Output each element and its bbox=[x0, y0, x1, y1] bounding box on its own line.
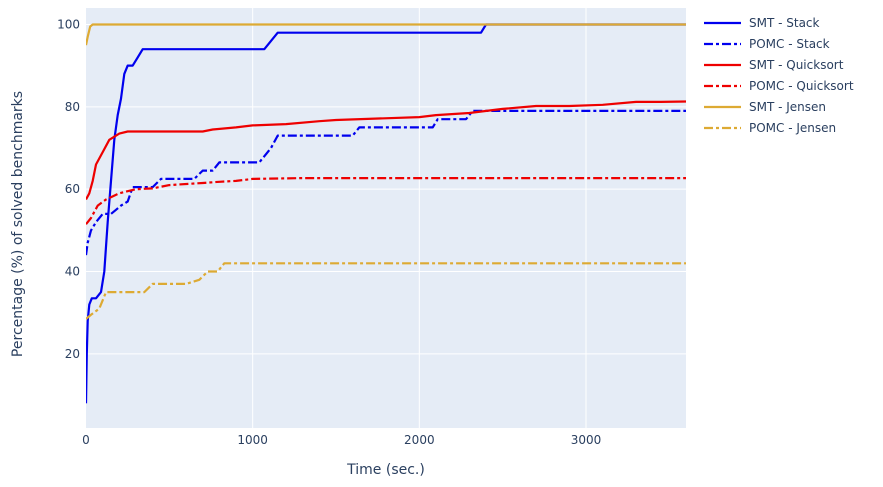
grid-lines bbox=[86, 8, 686, 428]
y-axis-ticks: 20 40 60 80 100 bbox=[57, 17, 80, 360]
y-tick-label: 40 bbox=[65, 265, 80, 279]
legend-item[interactable]: POMC - Stack bbox=[704, 37, 830, 51]
plot-area bbox=[86, 8, 686, 428]
series-line-pomc-quicksort bbox=[86, 177, 686, 225]
legend-label: POMC - Jensen bbox=[749, 121, 836, 135]
x-tick-label: 1000 bbox=[237, 433, 268, 447]
legend-label: SMT - Stack bbox=[749, 16, 820, 30]
x-tick-label: 0 bbox=[82, 433, 90, 447]
legend-item[interactable]: POMC - Jensen bbox=[704, 121, 836, 135]
legend[interactable]: SMT - Stack POMC - Stack SMT - Quicksort PO… bbox=[704, 16, 854, 135]
legend-label: POMC - Stack bbox=[749, 37, 830, 51]
x-axis-ticks: 0 1000 2000 3000 bbox=[82, 433, 601, 447]
x-tick-label: 3000 bbox=[571, 433, 602, 447]
y-tick-label: 60 bbox=[65, 182, 80, 196]
x-tick-label: 2000 bbox=[404, 433, 435, 447]
legend-label: SMT - Quicksort bbox=[749, 58, 844, 72]
series-lines bbox=[86, 23, 686, 404]
y-tick-label: 100 bbox=[57, 17, 80, 31]
series-line-pomc-stack bbox=[86, 109, 686, 256]
y-tick-label: 20 bbox=[65, 347, 80, 361]
legend-label: POMC - Quicksort bbox=[749, 79, 854, 93]
x-axis-title: Time (sec.) bbox=[346, 462, 425, 478]
series-line-pomc-jensen bbox=[86, 262, 686, 320]
y-tick-label: 80 bbox=[65, 100, 80, 114]
series-line-smt-stack bbox=[86, 23, 686, 404]
legend-item[interactable]: SMT - Quicksort bbox=[704, 58, 844, 72]
series-line-smt-quicksort bbox=[86, 100, 686, 201]
legend-item[interactable]: SMT - Jensen bbox=[704, 100, 826, 114]
legend-label: SMT - Jensen bbox=[749, 100, 826, 114]
y-axis-title: Percentage (%) of solved benchmarks bbox=[10, 91, 26, 357]
series-line-smt-jensen bbox=[86, 23, 686, 46]
legend-item[interactable]: SMT - Stack bbox=[704, 16, 820, 30]
legend-item[interactable]: POMC - Quicksort bbox=[704, 79, 854, 93]
